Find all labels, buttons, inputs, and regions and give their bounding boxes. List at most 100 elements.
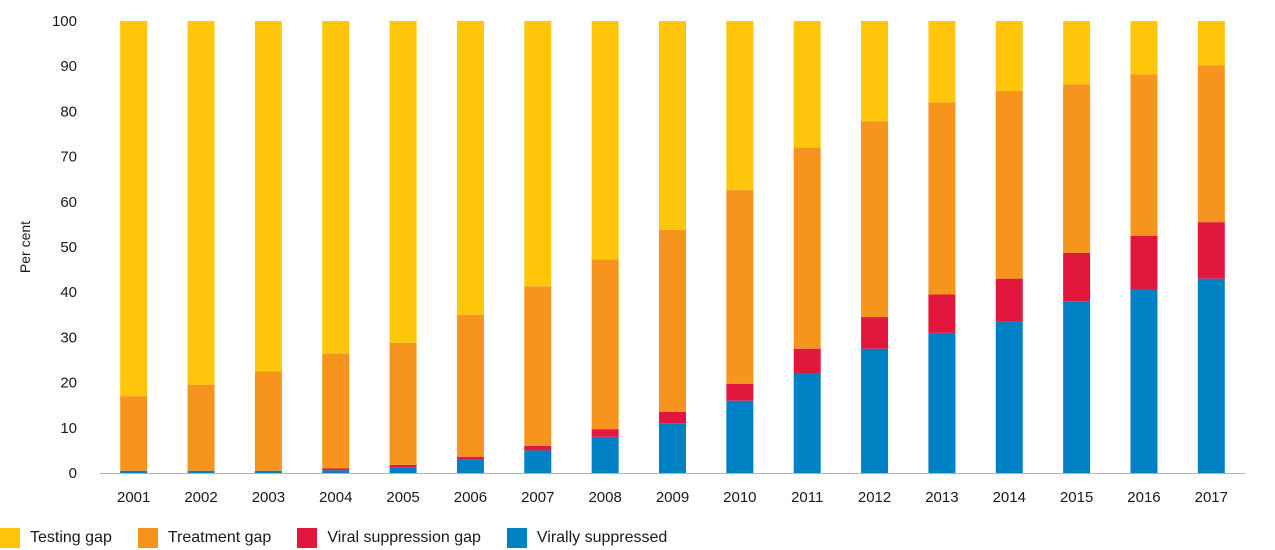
legend-label: Viral suppression gap (327, 529, 481, 546)
bar-segment-treatment-gap-2004 (322, 353, 350, 469)
bar-segment-viral-suppression-gap-2009 (659, 411, 686, 424)
bar-segment-virally-suppressed-2013 (928, 332, 956, 473)
bar-segment-testing-gap-2012 (861, 21, 889, 122)
bar-segment-virally-suppressed-2001 (120, 470, 148, 473)
bar-segment-treatment-gap-2014 (995, 91, 1023, 279)
y-tick-label: 70 (60, 149, 77, 166)
bar-segment-viral-suppression-gap-2012 (861, 317, 889, 349)
x-tick-label: 2007 (521, 489, 554, 506)
bar-segment-viral-suppression-gap-2005 (389, 464, 417, 468)
bar-segment-testing-gap-2016 (1130, 21, 1158, 75)
bar-segment-treatment-gap-2013 (928, 102, 956, 295)
bar-segment-virally-suppressed-2015 (1063, 301, 1091, 473)
legend-item-virally-suppressed: Virally suppressed (506, 528, 668, 548)
y-tick-label: 30 (60, 329, 77, 346)
bar-segment-testing-gap-2011 (793, 21, 821, 148)
bar-segment-virally-suppressed-2016 (1130, 289, 1158, 473)
legend-swatch (506, 528, 527, 548)
bar-segment-treatment-gap-2005 (389, 342, 417, 465)
y-tick-label: 20 (60, 375, 77, 392)
bar-segment-viral-suppression-gap-2007 (524, 445, 552, 451)
legend-label: Virally suppressed (536, 529, 668, 546)
x-tick-label: 2013 (925, 489, 958, 506)
legend-item-viral-suppression-gap: Viral suppression gap (297, 528, 481, 548)
bar-segment-viral-suppression-gap-2014 (995, 278, 1023, 322)
bar-segment-virally-suppressed-2017 (1197, 278, 1225, 473)
bar-segment-viral-suppression-gap-2011 (793, 348, 821, 374)
bar-segment-viral-suppression-gap-2016 (1130, 235, 1158, 290)
y-axis-title: Per cent (17, 221, 33, 273)
bar-segment-virally-suppressed-2003 (254, 470, 282, 473)
legend-item-testing-gap: Testing gap (0, 528, 112, 548)
bar-segment-treatment-gap-2009 (659, 229, 686, 412)
bar-segment-virally-suppressed-2010 (726, 400, 754, 473)
bar-segment-virally-suppressed-2007 (524, 450, 552, 473)
y-tick-label: 10 (60, 420, 77, 437)
bar-segment-treatment-gap-2003 (254, 371, 282, 471)
x-tick-label: 2004 (319, 489, 352, 506)
bar-segment-viral-suppression-gap-2013 (928, 294, 956, 333)
bar-segment-viral-suppression-gap-2015 (1063, 252, 1091, 302)
bar-segment-testing-gap-2010 (726, 21, 754, 191)
x-tick-label: 2008 (588, 489, 621, 506)
bar-segment-virally-suppressed-2011 (793, 373, 821, 473)
bar-segment-testing-gap-2013 (928, 21, 956, 103)
y-axis: 0 10 20 30 40 50 60 70 80 90 100 (52, 13, 77, 482)
x-axis: 2001 2002 2003 2004 2005 2006 2007 2008 2009 2010… (117, 489, 1228, 506)
bar-segment-virally-suppressed-2009 (659, 423, 686, 473)
bar-segment-treatment-gap-2011 (793, 147, 821, 349)
bar-segment-treatment-gap-2007 (524, 286, 552, 446)
legend-label: Testing gap (30, 529, 112, 546)
bar-segment-treatment-gap-2015 (1063, 84, 1091, 253)
y-tick-label: 100 (52, 13, 77, 30)
x-tick-label: 2006 (454, 489, 487, 506)
bar-segment-testing-gap-2017 (1197, 21, 1225, 66)
legend-item-treatment-gap: Treatment gap (137, 528, 272, 548)
legend-label: Treatment gap (167, 529, 272, 546)
y-tick-label: 40 (60, 284, 77, 301)
plot-area (120, 21, 1225, 473)
bar-segment-treatment-gap-2017 (1197, 65, 1225, 223)
bar-segment-testing-gap-2004 (322, 21, 350, 354)
x-tick-label: 2002 (184, 489, 217, 506)
x-tick-label: 2005 (386, 489, 419, 506)
x-tick-label: 2014 (993, 489, 1026, 506)
bar-segment-testing-gap-2008 (591, 21, 619, 260)
bar-segment-testing-gap-2002 (187, 21, 215, 385)
bar-segment-testing-gap-2003 (254, 21, 282, 372)
bar-segment-virally-suppressed-2014 (995, 321, 1023, 473)
bar-segment-treatment-gap-2006 (456, 314, 484, 457)
legend-swatch (137, 528, 158, 548)
bar-segment-virally-suppressed-2004 (322, 470, 350, 473)
x-tick-label: 2017 (1195, 489, 1228, 506)
bar-segment-virally-suppressed-2002 (187, 470, 215, 473)
bar-segment-treatment-gap-2016 (1130, 74, 1158, 236)
bar-segment-testing-gap-2005 (389, 21, 417, 343)
x-tick-label: 2016 (1127, 489, 1160, 506)
bar-segment-treatment-gap-2012 (861, 121, 889, 318)
y-tick-label: 50 (60, 239, 77, 256)
bar-segment-testing-gap-2014 (995, 21, 1023, 92)
x-tick-label: 2015 (1060, 489, 1093, 506)
bar-segment-viral-suppression-gap-2004 (322, 468, 350, 471)
bar-segment-treatment-gap-2010 (726, 190, 754, 384)
bar-segment-testing-gap-2006 (456, 21, 484, 315)
bar-segment-treatment-gap-2001 (120, 396, 148, 471)
bar-segment-virally-suppressed-2006 (456, 459, 484, 473)
y-tick-label: 60 (60, 194, 77, 211)
bar-segment-testing-gap-2007 (524, 21, 552, 287)
bar-segment-viral-suppression-gap-2008 (591, 429, 619, 437)
x-tick-label: 2009 (656, 489, 689, 506)
stacked-bar-chart: Per cent 0 10 20 30 40 50 60 70 80 90 100 2001 2002… (17, 13, 1245, 506)
legend-swatch (297, 528, 318, 548)
bar-segment-testing-gap-2015 (1063, 21, 1091, 85)
bar-segment-viral-suppression-gap-2010 (726, 383, 754, 401)
bar-segment-treatment-gap-2008 (591, 259, 619, 430)
bar-segment-virally-suppressed-2005 (389, 467, 417, 473)
x-tick-label: 2001 (117, 489, 150, 506)
bar-segment-treatment-gap-2002 (187, 384, 215, 471)
bar-segment-virally-suppressed-2008 (591, 436, 619, 473)
y-tick-label: 0 (69, 465, 77, 482)
bar-segment-viral-suppression-gap-2017 (1197, 222, 1225, 279)
y-tick-label: 80 (60, 103, 77, 120)
